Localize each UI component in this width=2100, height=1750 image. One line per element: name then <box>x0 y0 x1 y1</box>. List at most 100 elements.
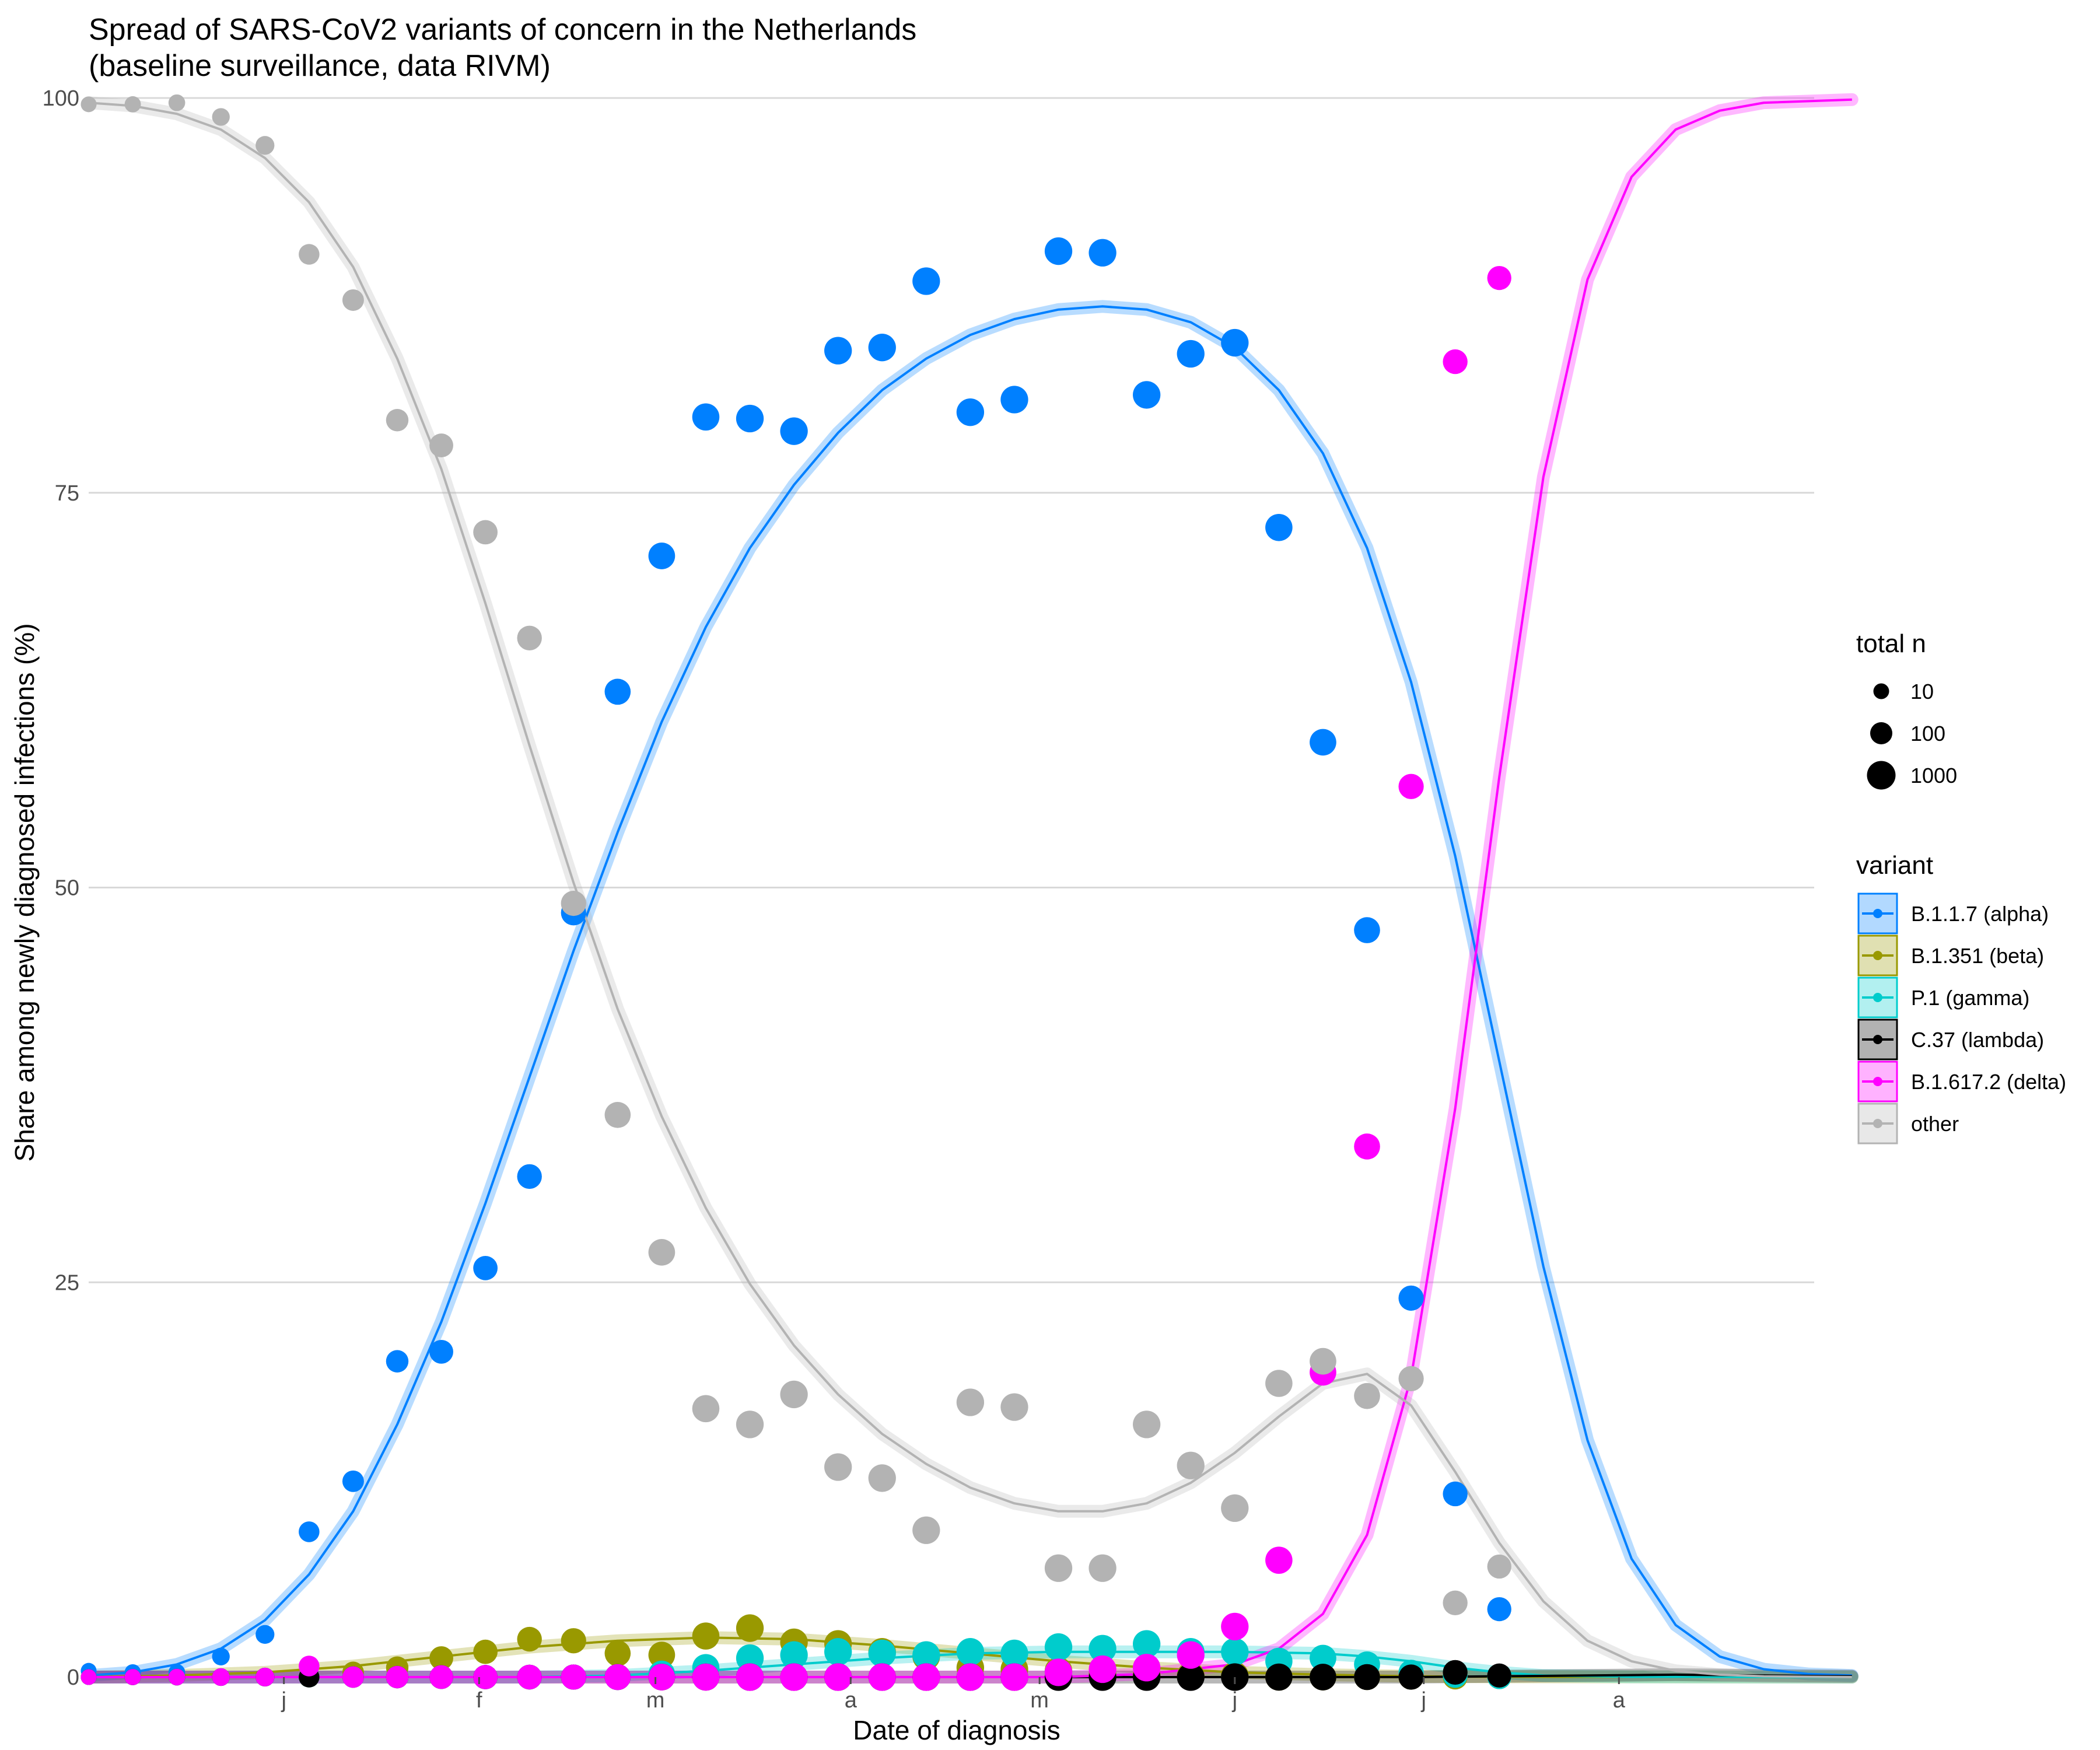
fit-line-other <box>88 102 1852 1678</box>
point-b-1-617-2-delta <box>1177 1641 1205 1669</box>
point-b-1-1-7-alpha <box>517 1164 542 1189</box>
point-b-1-617-2-delta <box>1044 1658 1073 1686</box>
point-c-37-lambda <box>1443 1660 1468 1685</box>
legend-label-p-1-gamma: P.1 (gamma) <box>1911 986 2029 1010</box>
color-legend-title: variant <box>1856 851 1933 880</box>
point-b-1-1-7-alpha <box>1354 917 1380 943</box>
point-other <box>473 520 498 545</box>
point-b-1-617-2-delta <box>736 1663 764 1691</box>
point-b-1-617-2-delta <box>868 1663 896 1691</box>
point-other <box>604 1101 631 1128</box>
point-b-1-351-beta <box>561 1628 586 1654</box>
point-other <box>80 96 97 113</box>
point-other <box>256 136 275 155</box>
point-other <box>956 1388 985 1416</box>
point-b-1-1-7-alpha <box>956 398 985 426</box>
point-b-1-1-7-alpha <box>780 417 808 445</box>
size-legend-dot <box>1873 683 1889 699</box>
point-other <box>868 1464 896 1492</box>
point-b-1-351-beta <box>648 1642 676 1668</box>
point-b-1-617-2-delta <box>912 1663 940 1691</box>
chart-title-line-2: (baseline surveillance, data RIVM) <box>89 49 551 83</box>
point-p-1-gamma <box>1221 1638 1249 1666</box>
size-legend-title: total n <box>1856 629 1926 658</box>
point-other <box>168 94 186 111</box>
x-tick-label: m <box>1030 1688 1049 1713</box>
legend-key-dot <box>1873 1119 1882 1128</box>
x-tick-label: a <box>1613 1688 1626 1713</box>
point-other <box>1443 1590 1468 1615</box>
data-points <box>80 94 1511 1691</box>
point-other <box>1221 1494 1249 1522</box>
point-other <box>212 108 230 126</box>
x-tick-label: m <box>646 1688 665 1713</box>
point-b-1-617-2-delta <box>124 1669 141 1685</box>
point-other <box>124 96 141 113</box>
point-b-1-617-2-delta <box>1000 1663 1028 1691</box>
point-b-1-617-2-delta <box>692 1663 720 1691</box>
point-p-1-gamma <box>1000 1639 1028 1668</box>
point-other <box>648 1238 676 1266</box>
y-axis-title: Share among newly diagnosed infections (… <box>9 623 40 1161</box>
legend-key-dot <box>1873 951 1882 960</box>
legend-key-dot <box>1873 1077 1882 1086</box>
point-b-1-1-7-alpha <box>1221 328 1249 357</box>
point-other <box>1310 1348 1336 1375</box>
point-other <box>692 1395 720 1423</box>
point-b-1-617-2-delta <box>824 1663 852 1691</box>
size-legend-dot <box>1867 761 1896 790</box>
legend-label-b-1-617-2-delta: B.1.617.2 (delta) <box>1911 1070 2066 1094</box>
point-b-1-351-beta <box>473 1639 498 1664</box>
axes: 0 25 50 75 100 j f m a m j j a <box>43 86 1626 1713</box>
point-other <box>912 1516 940 1544</box>
point-p-1-gamma <box>736 1644 764 1672</box>
point-b-1-351-beta <box>736 1614 764 1642</box>
point-b-1-351-beta <box>604 1640 631 1667</box>
fit-line-b-1-617-2-delta <box>89 98 1852 1678</box>
size-legend-label: 100 <box>1910 722 1945 746</box>
legend-key-dot <box>1873 993 1882 1002</box>
point-b-1-1-7-alpha <box>1133 381 1161 409</box>
point-c-37-lambda <box>1310 1664 1336 1690</box>
fit-line-b-1-1-7-alpha <box>88 305 1852 1677</box>
legend-label-c-37-lambda: C.37 (lambda) <box>1911 1028 2044 1052</box>
point-b-1-617-2-delta <box>1088 1655 1116 1684</box>
point-b-1-617-2-delta <box>386 1665 409 1689</box>
point-b-1-1-7-alpha <box>473 1256 498 1280</box>
point-p-1-gamma <box>1044 1633 1073 1661</box>
x-tick-label: j <box>1232 1688 1237 1713</box>
point-b-1-617-2-delta <box>561 1664 586 1690</box>
point-b-1-1-7-alpha <box>429 1339 453 1364</box>
point-b-1-1-7-alpha <box>1487 1597 1511 1622</box>
point-b-1-617-2-delta <box>517 1664 542 1690</box>
point-c-37-lambda <box>1265 1663 1293 1691</box>
point-b-1-351-beta <box>429 1646 453 1670</box>
point-p-1-gamma <box>780 1641 808 1669</box>
point-b-1-617-2-delta <box>342 1666 364 1688</box>
point-other <box>1044 1554 1073 1582</box>
point-c-37-lambda <box>1487 1663 1511 1688</box>
point-b-1-1-7-alpha <box>386 1350 409 1373</box>
point-other <box>429 433 453 457</box>
point-p-1-gamma <box>956 1638 985 1666</box>
point-c-37-lambda <box>1398 1664 1424 1690</box>
size-legend-dot <box>1870 722 1892 744</box>
y-tick-label: 50 <box>55 876 79 901</box>
point-b-1-351-beta <box>517 1626 542 1652</box>
point-b-1-1-7-alpha <box>868 334 896 362</box>
point-other <box>1177 1451 1205 1479</box>
y-tick-label: 75 <box>55 481 79 506</box>
point-b-1-1-7-alpha <box>1310 729 1336 756</box>
point-b-1-617-2-delta <box>1487 265 1511 290</box>
point-b-1-617-2-delta <box>1443 349 1468 374</box>
y-tick-label: 25 <box>55 1270 79 1295</box>
legend: total n variant 10 100 1000 B.1.1.7 (alpha)… <box>1856 629 2066 1144</box>
point-other <box>736 1410 764 1438</box>
point-other <box>561 890 586 916</box>
size-legend-label: 10 <box>1910 680 1934 704</box>
point-b-1-1-7-alpha <box>1044 237 1073 265</box>
x-tick-label: j <box>1420 1688 1426 1713</box>
point-other <box>1398 1366 1424 1392</box>
y-tick-label: 0 <box>67 1665 79 1690</box>
